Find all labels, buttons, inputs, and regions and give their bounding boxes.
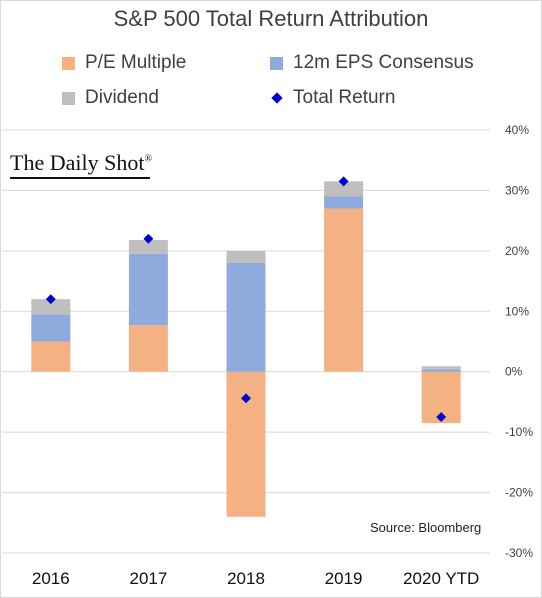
y-tick-label: -30% (505, 546, 533, 560)
bar-segment (226, 262, 266, 372)
y-tick-label: -10% (505, 425, 533, 439)
bar-segment (324, 208, 364, 372)
watermark-text: The Daily Shot (10, 150, 145, 175)
bar-segment (421, 366, 461, 370)
legend-item-dividend: Dividend (62, 87, 159, 109)
x-category-label: 2019 (325, 569, 363, 588)
y-tick-label: 40% (505, 123, 529, 137)
watermark-underline (10, 177, 151, 179)
x-category-label: 2017 (129, 569, 167, 588)
bar-segment (31, 341, 71, 372)
bar-segment (324, 196, 364, 209)
watermark-registered-mark: ® (144, 153, 153, 165)
bar-segment (128, 239, 168, 254)
legend-item-total-return: Total Return (270, 87, 395, 109)
watermark-logo: The Daily Shot® (10, 150, 153, 179)
legend-swatch-eps (270, 56, 283, 70)
legend-swatch-dividend (62, 91, 75, 105)
legend-label-total-return: Total Return (293, 87, 396, 108)
legend-label-dividend: Dividend (85, 87, 159, 108)
x-category-label: 2018 (227, 569, 265, 588)
bar-segment (128, 253, 168, 326)
total-return-marker (241, 393, 251, 404)
legend-item-pe-multiple: P/E Multiple (62, 52, 186, 74)
total-return-marker (436, 412, 447, 422)
bar-segment (31, 299, 71, 315)
legend-item-eps: 12m EPS Consensus (270, 52, 474, 74)
legend-label-eps: 12m EPS Consensus (293, 52, 474, 73)
chart-title: S&P 500 Total Return Attribution (113, 6, 429, 31)
legend-label-pe: P/E Multiple (85, 52, 187, 73)
y-tick-label: 0% (505, 365, 523, 379)
bar-segment (128, 325, 168, 372)
y-tick-label: 20% (505, 244, 529, 258)
y-tick-label: 30% (505, 183, 529, 197)
bar-segment (31, 314, 71, 342)
source-note: Source: Bloomberg (370, 520, 482, 535)
y-tick-label: 10% (505, 304, 529, 318)
bar-segment (226, 250, 266, 263)
bar-segment (324, 181, 364, 197)
x-category-label: 2016 (32, 569, 70, 588)
legend-swatch-pe (62, 56, 75, 70)
y-tick-label: -20% (505, 486, 533, 500)
total-return-marker (338, 176, 349, 187)
bar-segment (421, 369, 461, 372)
total-return-marker (143, 233, 154, 244)
x-category-label: 2020 YTD (403, 569, 479, 588)
